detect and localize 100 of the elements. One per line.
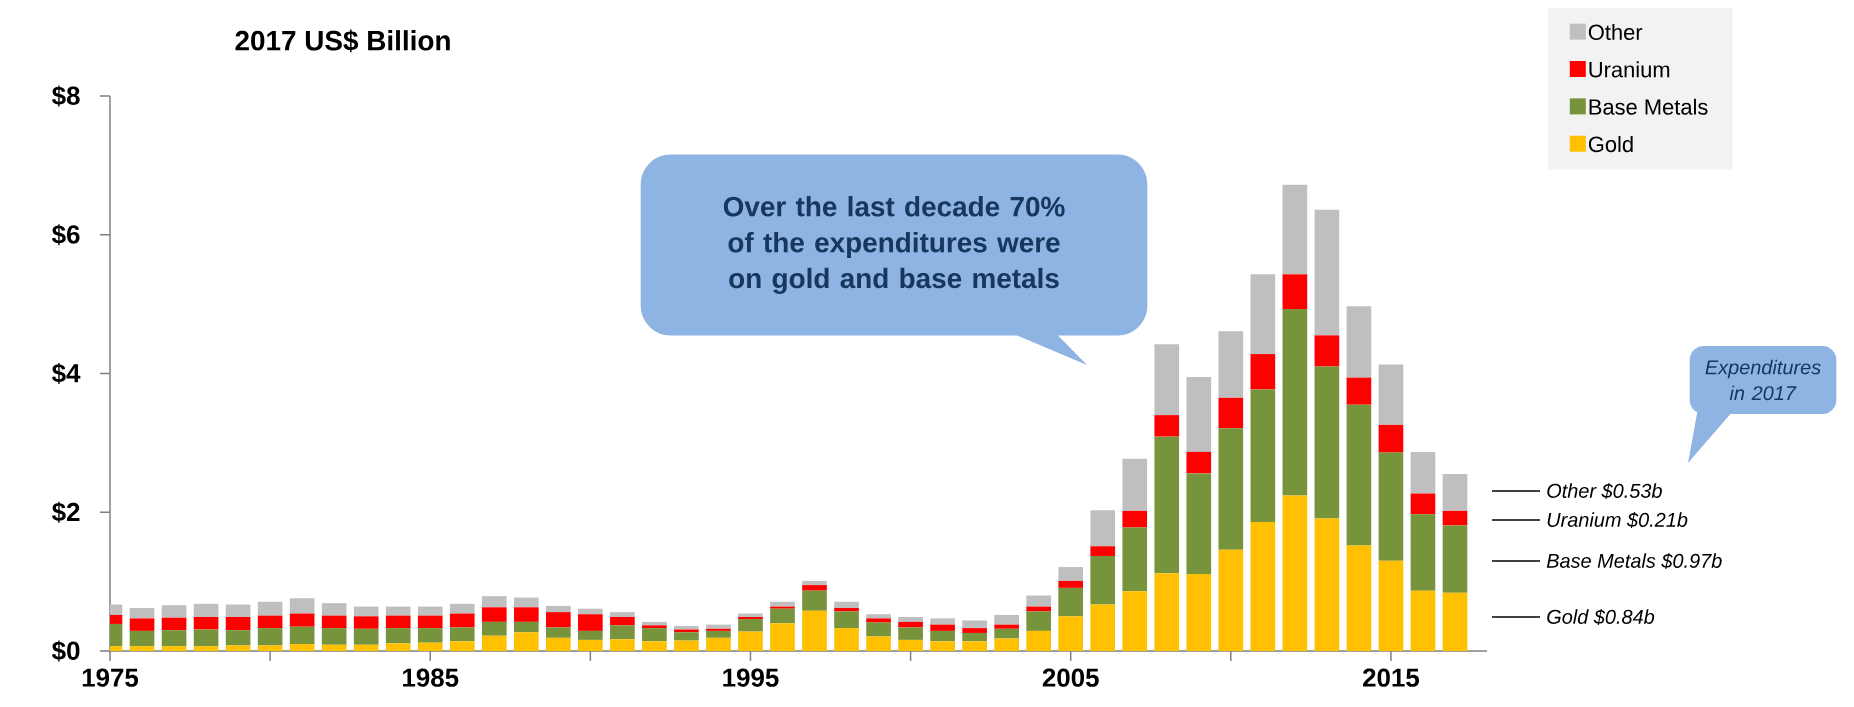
bar	[898, 617, 923, 622]
bar	[225, 645, 251, 651]
bar	[770, 623, 795, 651]
bar	[1186, 473, 1212, 574]
bar	[706, 637, 731, 651]
chart-title: 2017 US$ Billion	[235, 29, 450, 53]
bar	[1026, 630, 1052, 651]
bar	[321, 628, 347, 645]
bar	[289, 613, 315, 627]
bar	[674, 640, 699, 651]
bar	[898, 621, 923, 628]
bar	[802, 580, 827, 586]
bar	[289, 626, 315, 645]
bar	[1410, 590, 1436, 651]
bar	[898, 639, 923, 651]
bar	[1314, 366, 1340, 519]
y-tick-label: $6	[52, 224, 80, 246]
bar	[1090, 555, 1116, 605]
bar	[930, 641, 955, 651]
bar	[481, 607, 507, 622]
bar	[1122, 458, 1148, 511]
bar	[417, 642, 443, 651]
bar	[225, 630, 251, 646]
bar	[866, 636, 891, 651]
bar	[610, 617, 635, 626]
bar	[225, 604, 251, 618]
bar	[321, 603, 347, 616]
y-tick-label: $2	[52, 501, 80, 523]
bar	[1090, 604, 1116, 651]
x-tick-label: 2005	[1042, 668, 1099, 687]
bar	[1090, 510, 1116, 547]
bar	[1346, 306, 1372, 378]
bar	[449, 613, 475, 628]
bar	[1378, 424, 1404, 453]
bar	[738, 631, 763, 651]
text: Base Metals $0.97b	[1546, 552, 1722, 570]
bar	[481, 621, 507, 636]
bar	[642, 625, 667, 629]
bar	[1058, 587, 1084, 617]
bar	[513, 597, 539, 608]
text: Expenditures in 2017	[1705, 359, 1821, 401]
bar	[193, 646, 219, 651]
bar	[161, 605, 187, 618]
bar	[994, 638, 1019, 651]
bar	[802, 585, 827, 591]
bar	[385, 643, 411, 651]
bar	[1218, 331, 1244, 398]
bar	[129, 646, 155, 651]
legend-label: Uranium	[1589, 61, 1670, 78]
bar	[481, 596, 507, 608]
bar	[289, 644, 315, 651]
bar	[417, 628, 443, 643]
bar	[193, 603, 219, 618]
bar	[1058, 580, 1084, 588]
bar	[161, 630, 187, 647]
bar	[930, 630, 955, 642]
bar	[546, 605, 571, 613]
bar	[1250, 389, 1276, 522]
bar	[353, 616, 379, 629]
bar	[1410, 514, 1436, 591]
bar	[962, 628, 987, 633]
bar	[834, 611, 859, 629]
bar	[257, 615, 283, 629]
bar	[738, 619, 763, 632]
bar	[674, 632, 699, 641]
bar	[1154, 344, 1180, 416]
bar	[962, 620, 987, 629]
text: Uranium $0.21b	[1547, 511, 1688, 529]
bar	[417, 606, 443, 616]
bar	[417, 615, 443, 629]
y-tick-label: $0	[52, 640, 80, 662]
bar	[385, 606, 411, 616]
bar	[994, 614, 1019, 625]
bar	[994, 628, 1019, 639]
bar	[546, 627, 571, 638]
bar	[161, 646, 187, 651]
bar	[1218, 397, 1244, 429]
bar	[898, 627, 923, 640]
bar	[994, 624, 1019, 629]
bar	[1250, 521, 1276, 651]
bar	[770, 606, 795, 609]
bar	[321, 644, 347, 651]
bar	[449, 627, 475, 642]
bar	[385, 615, 411, 629]
bar	[1090, 546, 1116, 556]
bar	[1122, 591, 1148, 651]
y-tick-label: $4	[52, 362, 81, 385]
bar	[1250, 274, 1276, 355]
bar	[1122, 510, 1148, 528]
bar	[1186, 376, 1212, 452]
bar	[578, 608, 603, 615]
bar	[706, 628, 731, 631]
bar	[642, 628, 667, 642]
bar	[1442, 525, 1468, 593]
bar	[193, 629, 219, 647]
bar	[834, 628, 859, 651]
bar	[802, 610, 827, 651]
bar	[1122, 527, 1148, 592]
bar	[1154, 573, 1180, 651]
bar	[129, 607, 155, 619]
